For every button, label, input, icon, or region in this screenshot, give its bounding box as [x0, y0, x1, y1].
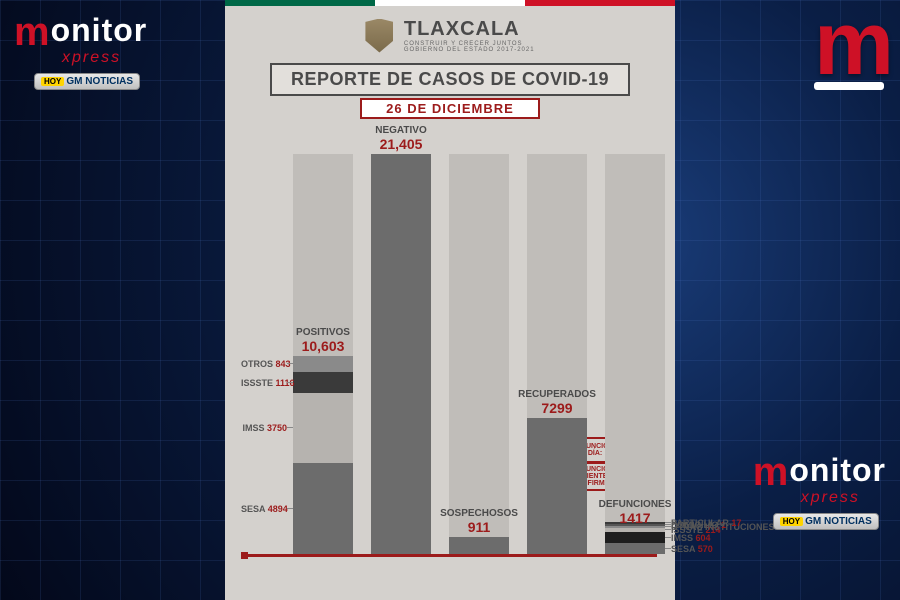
- report-title-box: REPORTE DE CASOS DE COVID-19: [270, 63, 630, 96]
- bar-label-defunciones: DEFUNCIONES: [595, 499, 675, 510]
- state-period: GOBIERNO DEL ESTADO 2017-2021: [404, 47, 535, 53]
- bar-seg-positivos-imss: [293, 393, 353, 463]
- bar-recuperados: [527, 418, 587, 554]
- bar-value-sospechosos: 911: [439, 519, 519, 535]
- bar-bg-defunciones: [605, 154, 665, 554]
- gm-noticias-badge: HOYGM NOTICIAS: [773, 513, 879, 530]
- leader-line: [287, 363, 293, 364]
- bar-seg-defunciones-otras-instituciones: [605, 526, 665, 528]
- brand-top-left: monitor xpress HOYGM NOTICIAS: [14, 10, 147, 90]
- bar-sospechosos: [449, 537, 509, 554]
- chart-baseline: [243, 554, 657, 557]
- bar-seg-positivos-issste: [293, 372, 353, 393]
- brand-bottom-right: monitor xpress HOYGM NOTICIAS: [753, 450, 886, 530]
- report-panel: TLAXCALA CONSTRUIR Y CRECER JUNTOS GOBIE…: [225, 0, 675, 600]
- leader-line: [287, 382, 293, 383]
- leader-line: [665, 548, 671, 549]
- brand-m-large: m: [814, 8, 894, 90]
- gm-hoy: HOY: [41, 77, 64, 86]
- report-date-box: 26 DE DICIEMBRE: [360, 98, 540, 119]
- state-name: TLAXCALA: [404, 18, 535, 41]
- chart-origin: [241, 552, 248, 559]
- seg-label-positivos-issste: ISSSTE 1116: [241, 378, 287, 388]
- report-date: 26 DE DICIEMBRE: [362, 101, 538, 116]
- bar-seg-positivos-sesa: [293, 463, 353, 554]
- bar-value-negativo: 21,405: [361, 136, 441, 152]
- seg-label-defunciones-sesa: SESA 570: [671, 544, 713, 554]
- leader-line: [287, 427, 293, 428]
- bar-negativo: [371, 154, 431, 554]
- brand-m-letter: m: [814, 8, 894, 80]
- flag-stripe: [225, 0, 675, 6]
- bar-bg-sospechosos: [449, 154, 509, 554]
- leader-line: [287, 508, 293, 509]
- seg-label-positivos-imss: IMSS 3750: [241, 423, 287, 433]
- bar-seg-defunciones-issste: [605, 528, 665, 532]
- brand-m: m: [14, 10, 51, 54]
- state-header: TLAXCALA CONSTRUIR Y CRECER JUNTOS GOBIE…: [239, 18, 661, 53]
- brand-rest: onitor: [51, 12, 148, 48]
- gm-hoy: HOY: [780, 517, 803, 526]
- bar-value-recuperados: 7299: [517, 400, 597, 416]
- seg-label-defunciones-particular: PARTICULAR 17: [671, 518, 741, 528]
- brand-rest: onitor: [789, 452, 886, 488]
- gm-text: GM NOTICIAS: [805, 516, 872, 527]
- bar-value-positivos: 10,603: [283, 338, 363, 354]
- gm-text: GM NOTICIAS: [66, 76, 133, 87]
- bar-label-negativo: NEGATIVO: [361, 125, 441, 136]
- bar-label-positivos: POSITIVOS: [283, 327, 363, 338]
- brand-m: m: [753, 450, 790, 494]
- leader-line: [665, 537, 671, 538]
- bar-seg-positivos-otros: [293, 356, 353, 372]
- seg-label-positivos-otros: OTROS 843: [241, 359, 287, 369]
- bar-value-defunciones: 1417: [595, 510, 675, 526]
- covid-bar-chart: DEFUNCIONES DEL DÍA: 6 DEFUNCIONES RECIE…: [239, 135, 661, 575]
- bar-seg-defunciones-imss: [605, 532, 665, 543]
- bar-label-recuperados: RECUPERADOS: [517, 389, 597, 400]
- state-shield-icon: [365, 19, 393, 53]
- bar-seg-defunciones-sesa: [605, 543, 665, 554]
- bar-label-sospechosos: SOSPECHOSOS: [439, 508, 519, 519]
- seg-label-positivos-sesa: SESA 4894: [241, 504, 287, 514]
- gm-noticias-badge: HOYGM NOTICIAS: [34, 73, 140, 90]
- report-title: REPORTE DE CASOS DE COVID-19: [272, 69, 628, 90]
